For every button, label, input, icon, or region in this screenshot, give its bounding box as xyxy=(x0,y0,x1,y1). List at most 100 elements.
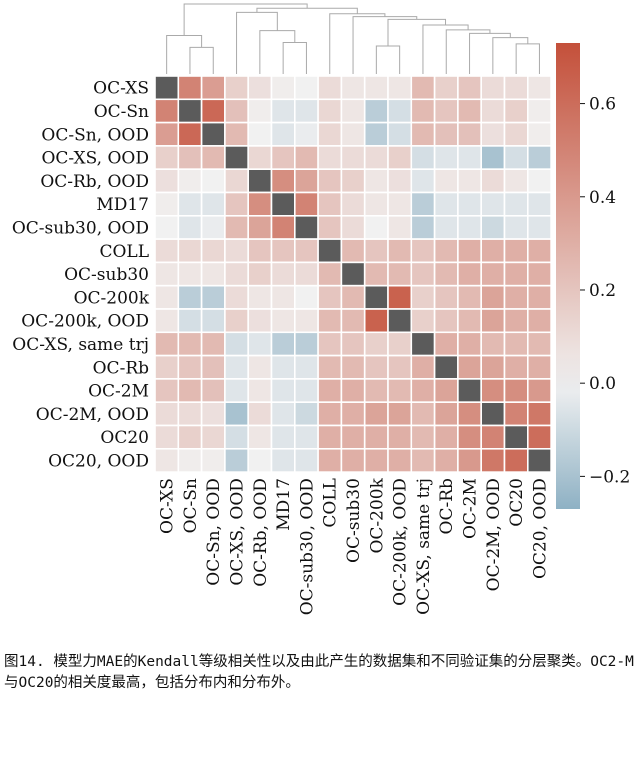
heatmap-cell xyxy=(340,401,366,427)
heatmap-cell xyxy=(410,261,436,287)
colorbar-tick-label: −0.2 xyxy=(589,467,630,487)
heatmap-cell xyxy=(247,308,273,334)
heatmap-cell xyxy=(154,308,180,334)
heatmap-cell xyxy=(503,75,529,101)
heatmap-cell xyxy=(340,261,366,287)
heatmap-cell xyxy=(340,424,366,450)
heatmap-cell xyxy=(363,424,389,450)
heatmap-cell xyxy=(480,261,506,287)
heatmap-cell xyxy=(270,378,296,403)
heatmap-cell xyxy=(480,401,506,427)
heatmap-cell xyxy=(293,75,319,101)
heatmap-cell xyxy=(526,75,552,101)
heatmap-cell xyxy=(247,261,273,287)
heatmap-cell xyxy=(387,261,413,287)
dendrogram-link xyxy=(387,18,447,46)
heatmap-cell xyxy=(526,354,552,380)
heatmap-cell xyxy=(200,308,226,334)
heatmap-cell xyxy=(270,308,296,334)
heatmap-cell xyxy=(410,331,436,357)
heatmap-cell xyxy=(387,447,413,473)
heatmap-cell xyxy=(433,238,459,264)
heatmap-cell xyxy=(200,401,226,427)
heatmap-cell xyxy=(177,354,203,380)
heatmap-cell xyxy=(433,354,459,380)
heatmap-cell xyxy=(247,238,273,264)
heatmap-cell xyxy=(224,401,249,427)
heatmap-cell xyxy=(200,331,226,357)
column-label: OC-XS, OOD xyxy=(228,478,248,586)
heatmap-cell xyxy=(457,331,482,357)
heatmap-cell xyxy=(177,424,203,450)
heatmap-cell xyxy=(387,308,413,334)
heatmap-cell xyxy=(317,238,343,264)
heatmap-cell xyxy=(177,284,203,310)
dendrogram-link xyxy=(256,7,358,14)
heatmap-cell xyxy=(480,215,506,240)
heatmap-cell xyxy=(503,191,529,217)
heatmap-cell xyxy=(410,121,436,147)
heatmap-cell xyxy=(224,168,249,194)
heatmap-cell xyxy=(293,191,319,217)
heatmap-cell xyxy=(480,284,506,310)
heatmap-cell xyxy=(177,145,203,170)
dendrogram xyxy=(166,3,540,74)
heatmap-cell xyxy=(480,378,506,403)
column-label: OC-XS, same trj xyxy=(414,478,434,615)
heatmap-cell xyxy=(270,215,296,240)
dendrogram-link xyxy=(259,30,296,74)
heatmap-cell xyxy=(177,121,203,147)
heatmap-cell xyxy=(340,215,366,240)
heatmap-cell xyxy=(457,378,482,403)
heatmap-cell xyxy=(317,145,343,170)
heatmap-cell xyxy=(154,75,180,101)
heatmap-cell xyxy=(270,145,296,170)
heatmap-cell xyxy=(340,121,366,147)
column-label: COLL xyxy=(321,478,341,528)
heatmap-cell xyxy=(200,75,226,101)
heatmap-cell xyxy=(154,261,180,287)
heatmap-cell xyxy=(317,75,343,101)
heatmap-cell xyxy=(433,401,459,427)
heatmap-cell xyxy=(526,191,552,217)
dendrogram-link xyxy=(515,43,540,74)
heatmap-cell xyxy=(480,75,506,101)
heatmap-cell xyxy=(317,215,343,240)
heatmap-cell xyxy=(247,284,273,310)
heatmap-cell xyxy=(363,308,389,334)
heatmap-cell xyxy=(154,378,180,403)
heatmap-cell xyxy=(480,354,506,380)
column-label: OC-sub30, OOD xyxy=(297,478,317,615)
heatmap-cell xyxy=(433,98,459,124)
heatmap-cell xyxy=(363,331,389,357)
heatmap-cell xyxy=(526,424,552,450)
heatmap-cell xyxy=(433,145,459,170)
heatmap-cell xyxy=(410,401,436,427)
heatmap-cell xyxy=(387,75,413,101)
heatmap-cell xyxy=(526,308,552,334)
heatmap-cell xyxy=(247,75,273,101)
heatmap-cell xyxy=(154,284,180,310)
heatmap-cell xyxy=(317,284,343,310)
heatmap-cell xyxy=(293,447,319,473)
heatmap-cell xyxy=(340,331,366,357)
heatmap-cell xyxy=(363,215,389,240)
heatmap-cell xyxy=(177,447,203,473)
heatmap-cell xyxy=(503,354,529,380)
heatmap-cell xyxy=(503,424,529,450)
heatmap-cell xyxy=(480,145,506,170)
heatmap-cell xyxy=(154,331,180,357)
heatmap-cell xyxy=(317,424,343,450)
heatmap-cell xyxy=(457,121,482,147)
heatmap-cell xyxy=(270,98,296,124)
heatmap-cell xyxy=(293,424,319,450)
dendrogram-link xyxy=(352,16,418,74)
heatmap-cell xyxy=(247,447,273,473)
heatmap-cell xyxy=(293,401,319,427)
heatmap-cell xyxy=(247,378,273,403)
heatmap-cell xyxy=(200,261,226,287)
heatmap-cell xyxy=(526,261,552,287)
heatmap-cell xyxy=(247,145,273,170)
heatmap-cell xyxy=(200,378,226,403)
heatmap-cell xyxy=(247,331,273,357)
